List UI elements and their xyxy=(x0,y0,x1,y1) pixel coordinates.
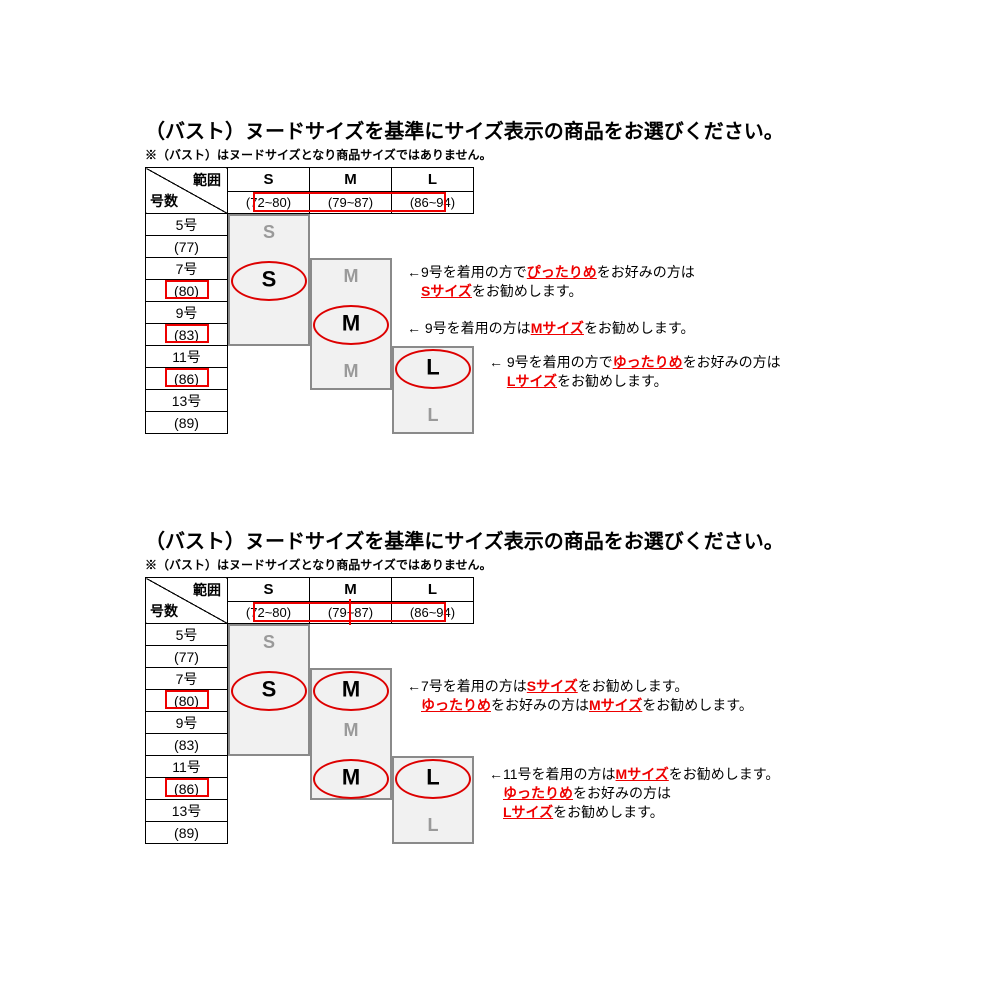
hdr-l-2: L xyxy=(392,578,474,602)
section1-table-wrap: 範囲 号数 S M L (72~80) (79~87) (86~94) 5号 (… xyxy=(145,167,865,497)
ellipse-l-label: L xyxy=(397,355,469,381)
redbox-83 xyxy=(165,324,209,343)
note-m: ← 9号を着用の方はMサイズをお勧めします。 xyxy=(407,319,695,338)
shade-l-label-bot: L xyxy=(394,405,472,426)
ellipse-s-label: S xyxy=(233,267,305,293)
ellipse2-m-top: M xyxy=(313,671,389,711)
shade2-m-label-mid: M xyxy=(312,720,390,741)
row-5-val: (77) xyxy=(146,236,228,258)
row-9-go: 9号 xyxy=(146,302,228,324)
note-s: ←9号を着用の方でぴったりめをお好みの方は ←Sサイズをお勧めします。 xyxy=(407,263,695,301)
note2-1-e: をお好みの方は xyxy=(491,697,589,713)
note-m-c: をお勧めします。 xyxy=(584,320,695,336)
diag-tr-2: 範囲 xyxy=(193,580,221,600)
diag-header-2: 範囲 号数 xyxy=(146,578,228,624)
row2-5-val: (77) xyxy=(146,646,228,668)
ellipse2-s: S xyxy=(231,671,307,711)
section-2: （バスト）ヌードサイズを基準にサイズ表示の商品をお選びください。 ※（バスト）は… xyxy=(145,525,865,907)
note2-2-d: ゆったりめ xyxy=(503,785,573,801)
section2-title: （バスト）ヌードサイズを基準にサイズ表示の商品をお選びください。 xyxy=(145,525,865,554)
diag-bl-2: 号数 xyxy=(150,601,178,621)
note-s-a: ←9号を着用の方で xyxy=(407,264,527,280)
ellipse-l: L xyxy=(395,349,471,389)
note2-1-c: をお勧めします。 xyxy=(578,678,689,694)
row-7-go: 7号 xyxy=(146,258,228,280)
ellipse2-l-label: L xyxy=(397,765,469,791)
note2-2-f: Lサイズ xyxy=(503,804,553,820)
row-11-go: 11号 xyxy=(146,346,228,368)
ellipse-m: M xyxy=(313,305,389,345)
note-m-b: Mサイズ xyxy=(531,320,584,336)
row2-11-go: 11号 xyxy=(146,756,228,778)
shade2-s-label: S xyxy=(230,632,308,653)
shade-s-label: S xyxy=(230,222,308,243)
note-l: ← 9号を着用の方でゆったりめをお好みの方は ← Lサイズをお勧めします。 xyxy=(489,353,781,391)
redbox-86 xyxy=(165,368,209,387)
note-s-e: をお勧めします。 xyxy=(472,283,583,299)
ellipse2-m-bot-label: M xyxy=(315,765,387,791)
note-l-b: ゆったりめ xyxy=(613,354,683,370)
hdr-s: S xyxy=(228,168,310,192)
row-5-go: 5号 xyxy=(146,214,228,236)
note2-2-g: をお勧めします。 xyxy=(553,804,664,820)
note-s-d: Sサイズ xyxy=(421,283,472,299)
shade-m-label-top: M xyxy=(312,266,390,287)
hdr-m-2: M xyxy=(310,578,392,602)
row2-13-val: (89) xyxy=(146,822,228,844)
row2-13-go: 13号 xyxy=(146,800,228,822)
note-l-c: をお好みの方は xyxy=(683,354,781,370)
row-13-val: (89) xyxy=(146,412,228,434)
ellipse-s: S xyxy=(231,261,307,301)
note2-1-b: Sサイズ xyxy=(527,678,578,694)
note2-1-g: をお勧めします。 xyxy=(642,697,753,713)
row2-5-go: 5号 xyxy=(146,624,228,646)
section1-title: （バスト）ヌードサイズを基準にサイズ表示の商品をお選びください。 xyxy=(145,115,865,144)
note-l-e: をお勧めします。 xyxy=(557,373,668,389)
ellipse2-m-bot: M xyxy=(313,759,389,799)
hdr-s-2: S xyxy=(228,578,310,602)
hdr-m: M xyxy=(310,168,392,192)
diag-tr: 範囲 xyxy=(193,170,221,190)
note-m-a: ← 9号を着用の方は xyxy=(407,320,531,336)
redbox2-86 xyxy=(165,778,209,797)
note2-2: ←11号を着用の方はMサイズをお勧めします。 ←ゆったりめをお好みの方は ←Lサ… xyxy=(489,765,779,822)
note2-1-f: Mサイズ xyxy=(589,697,642,713)
redbox2-80 xyxy=(165,690,209,709)
diag-header: 範囲 号数 xyxy=(146,168,228,214)
note2-2-b: Mサイズ xyxy=(616,766,669,782)
section1-subtitle: ※（バスト）はヌードサイズとなり商品サイズではありません。 xyxy=(145,146,865,163)
row-13-go: 13号 xyxy=(146,390,228,412)
row2-9-go: 9号 xyxy=(146,712,228,734)
note2-1: ←7号を着用の方はSサイズをお勧めします。 ←ゆったりめをお好みの方はMサイズを… xyxy=(407,677,753,715)
note-l-d: Lサイズ xyxy=(507,373,557,389)
section-1: （バスト）ヌードサイズを基準にサイズ表示の商品をお選びください。 ※（バスト）は… xyxy=(145,115,865,497)
shade2-l-label-bot: L xyxy=(394,815,472,836)
section2-subtitle: ※（バスト）はヌードサイズとなり商品サイズではありません。 xyxy=(145,556,865,573)
redbox-header-ranges xyxy=(253,192,446,212)
note2-1-a: ←7号を着用の方は xyxy=(407,678,527,694)
redbox-80 xyxy=(165,280,209,299)
ellipse-m-label: M xyxy=(315,311,387,337)
note2-2-c: をお勧めします。 xyxy=(669,766,780,782)
redbox2-header-mid-split xyxy=(348,599,351,625)
ellipse2-m-top-label: M xyxy=(315,677,387,703)
row2-7-go: 7号 xyxy=(146,668,228,690)
row2-9-val: (83) xyxy=(146,734,228,756)
note2-1-d: ゆったりめ xyxy=(421,697,491,713)
note2-2-e: をお好みの方は xyxy=(573,785,671,801)
note2-2-a: ←11号を着用の方は xyxy=(489,766,616,782)
ellipse2-s-label: S xyxy=(233,677,305,703)
hdr-l: L xyxy=(392,168,474,192)
diag-bl: 号数 xyxy=(150,191,178,211)
note-l-a: ← 9号を着用の方で xyxy=(489,354,613,370)
note-s-b: ぴったりめ xyxy=(527,264,597,280)
note-s-c: をお好みの方は xyxy=(597,264,695,280)
shade-m-label-bot: M xyxy=(312,361,390,382)
ellipse2-l: L xyxy=(395,759,471,799)
section2-table-wrap: 範囲 号数 S M L (72~80) (79~87) (86~94) 5号 (… xyxy=(145,577,865,907)
